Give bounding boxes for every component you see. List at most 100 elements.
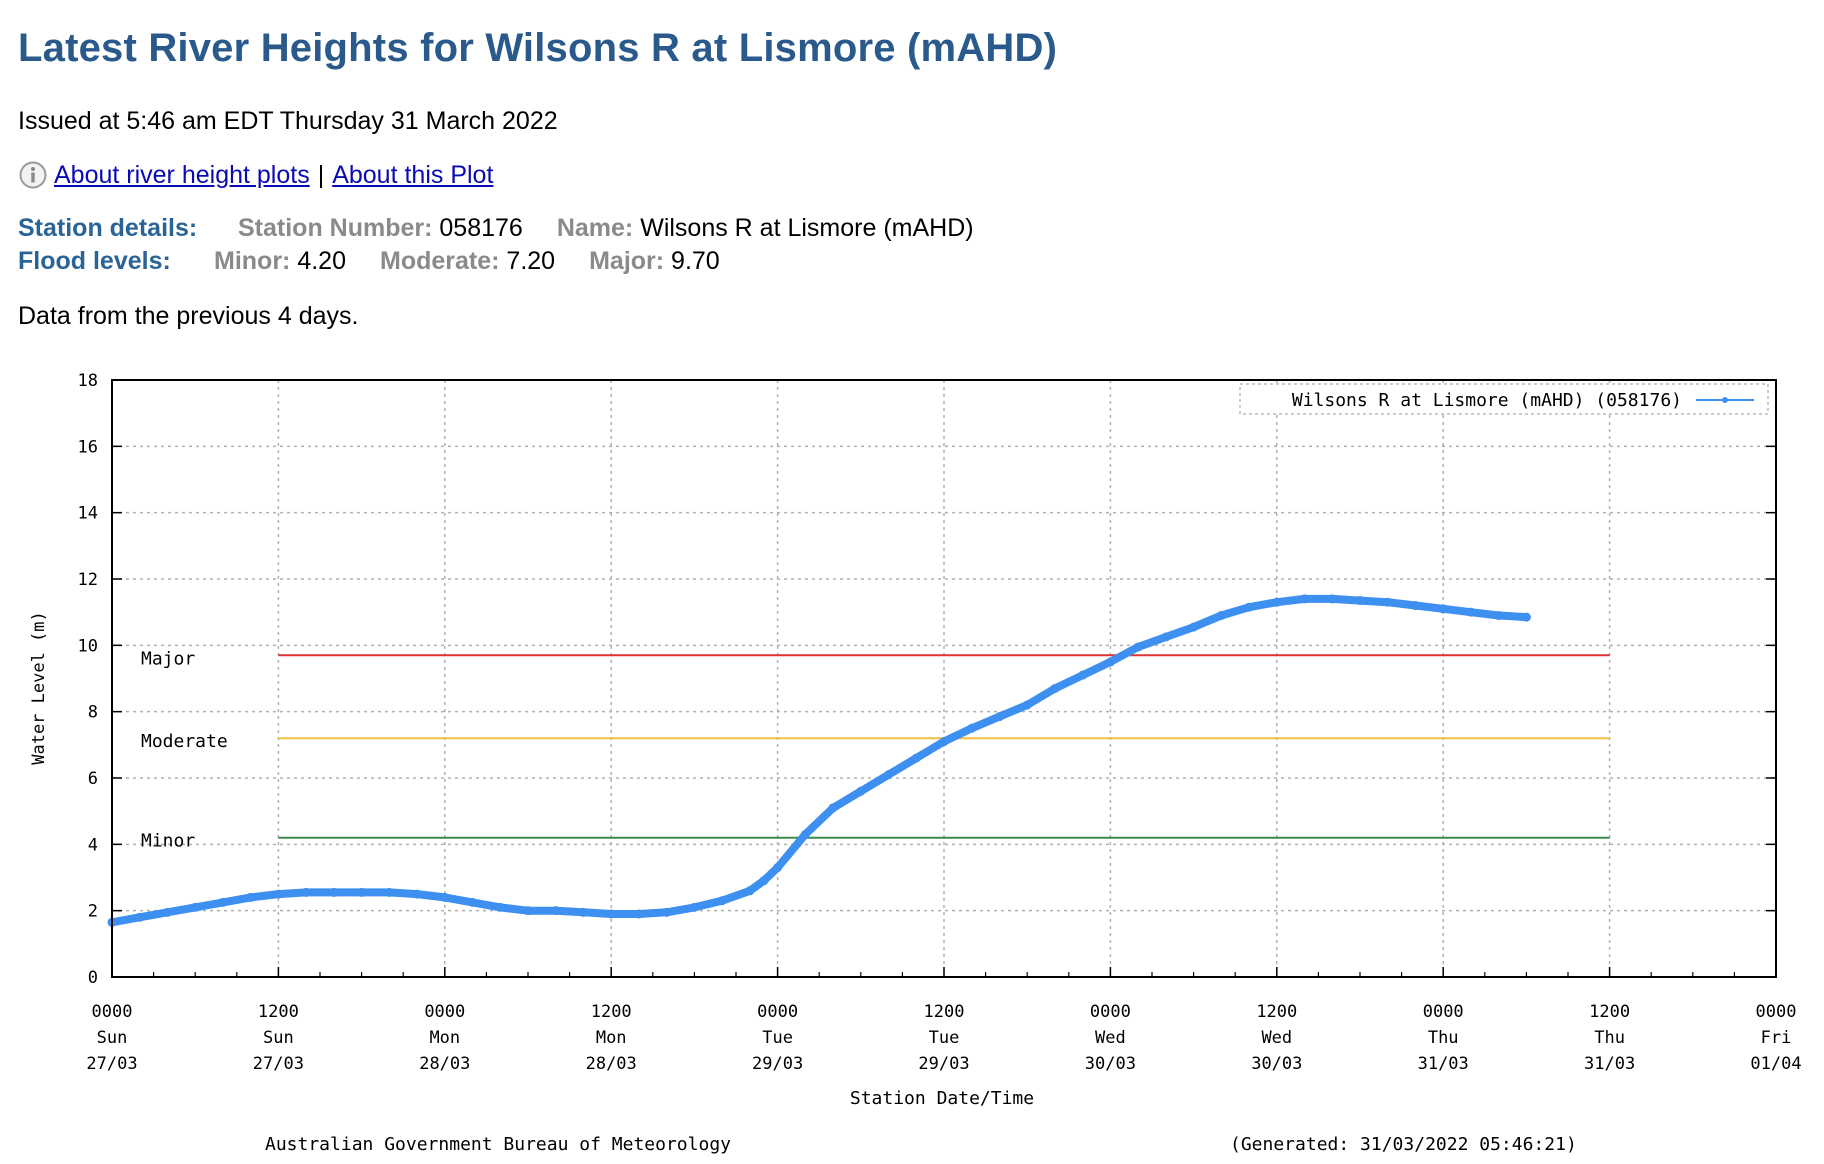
- x-tick-label: 0000: [1756, 1002, 1797, 1022]
- page-title: Latest River Heights for Wilsons R at Li…: [18, 26, 1058, 70]
- x-tick-label: Thu: [1428, 1028, 1459, 1048]
- data-point: [329, 887, 339, 897]
- station-name: Wilsons R at Lismore (mAHD): [640, 214, 974, 242]
- data-point: [1327, 594, 1337, 604]
- data-point: [1161, 632, 1171, 642]
- x-tick-label: 0000: [92, 1002, 133, 1022]
- flood-levels: Flood levels: Minor: 4.20 Moderate: 7.20 Ma…: [18, 247, 720, 276]
- y-tick-label: 16: [78, 437, 98, 457]
- x-axis-title: Station Date/Time: [850, 1088, 1034, 1109]
- data-point: [1105, 657, 1115, 667]
- x-tick-label: 31/03: [1418, 1054, 1469, 1074]
- x-tick-label: 30/03: [1085, 1054, 1136, 1074]
- minor-label: Minor:: [214, 247, 291, 275]
- data-point: [440, 892, 450, 902]
- x-tick-label: Fri: [1761, 1028, 1792, 1048]
- x-tick-label: 0000: [757, 1002, 798, 1022]
- x-tick-label: Mon: [596, 1028, 627, 1048]
- info-icon: [19, 161, 47, 189]
- data-point: [1355, 596, 1365, 606]
- data-point: [578, 907, 588, 917]
- x-tick-label: Wed: [1095, 1028, 1126, 1048]
- y-tick-label: 14: [78, 504, 98, 524]
- about-this-plot-link[interactable]: About this Plot: [332, 160, 494, 189]
- y-axis-title: Water Level (m): [29, 611, 49, 765]
- river-height-chart: 0 2 4 6 8 10 12 14 16 18 0000 Sun 27/03 1200 Sun 27/03 0…: [29, 371, 1802, 1155]
- data-point: [994, 712, 1004, 722]
- series-line: [108, 594, 1531, 927]
- about-river-height-plots-link[interactable]: About river height plots: [54, 160, 310, 189]
- x-tick-label: 27/03: [253, 1054, 304, 1074]
- data-point: [218, 897, 228, 907]
- x-tick-label: Thu: [1594, 1028, 1625, 1048]
- data-point: [828, 803, 838, 813]
- x-tick-label: 1200: [591, 1002, 632, 1022]
- data-point: [412, 889, 422, 899]
- data-point: [357, 887, 367, 897]
- data-point: [634, 909, 644, 919]
- data-point: [800, 829, 810, 839]
- flood-levels-heading: Flood levels:: [18, 247, 171, 275]
- data-point: [1078, 670, 1088, 680]
- threshold-label-moderate: Moderate: [141, 731, 228, 752]
- data-note: Data from the previous 4 days.: [18, 302, 359, 330]
- x-tick-label: 31/03: [1584, 1054, 1635, 1074]
- moderate-value: 7.20: [506, 247, 556, 275]
- x-tick-label: Sun: [97, 1028, 128, 1048]
- y-tick-label: 12: [78, 570, 98, 590]
- data-point: [384, 887, 394, 897]
- x-tick-label: 28/03: [419, 1054, 470, 1074]
- major-value: 9.70: [671, 247, 720, 275]
- data-point: [662, 907, 672, 917]
- data-point: [967, 723, 977, 733]
- y-tick-label: 18: [78, 371, 98, 391]
- x-tick-label: 27/03: [86, 1054, 137, 1074]
- data-point: [1189, 622, 1199, 632]
- data-point: [689, 902, 699, 912]
- data-point: [1300, 594, 1310, 604]
- x-tick-label: 29/03: [752, 1054, 803, 1074]
- x-tick-label: Tue: [762, 1028, 793, 1048]
- data-point: [551, 906, 561, 916]
- data-point: [301, 887, 311, 897]
- y-tick-label: 0: [88, 968, 98, 988]
- station-details-heading: Station details:: [18, 214, 198, 242]
- data-point: [745, 886, 755, 896]
- data-point: [1244, 602, 1254, 612]
- data-point: [1410, 601, 1420, 611]
- station-details: Station details: Station Number: 058176 Na…: [18, 214, 974, 243]
- data-point: [606, 909, 616, 919]
- data-point: [273, 889, 283, 899]
- issued-time: Issued at 5:46 am EDT Thursday 31 March …: [18, 107, 558, 135]
- x-tick-label: 1200: [1256, 1002, 1297, 1022]
- station-number-label: Station Number:: [238, 214, 433, 242]
- x-tick-label: 28/03: [586, 1054, 637, 1074]
- data-point: [884, 770, 894, 780]
- data-point: [1133, 642, 1143, 652]
- data-point: [190, 902, 200, 912]
- data-point: [495, 902, 505, 912]
- data-point: [1383, 597, 1393, 607]
- data-point: [759, 876, 769, 886]
- link-separator: |: [317, 160, 325, 189]
- major-label: Major:: [589, 247, 665, 275]
- legend-box: [1239, 383, 1769, 415]
- y-tick-label: 4: [88, 835, 98, 855]
- x-tick-label: 0000: [424, 1002, 465, 1022]
- plot-border: [111, 379, 1777, 978]
- data-point: [1438, 604, 1448, 614]
- data-point: [939, 737, 949, 747]
- x-tick-label: 0000: [1423, 1002, 1464, 1022]
- data-point: [1022, 700, 1032, 710]
- x-tick-label: 29/03: [918, 1054, 969, 1074]
- data-point: [717, 896, 727, 906]
- station-number: 058176: [439, 214, 523, 242]
- data-point: [1216, 610, 1226, 620]
- x-tick-label: Sun: [263, 1028, 294, 1048]
- data-point: [246, 892, 256, 902]
- footer-agency: Australian Government Bureau of Meteorol…: [265, 1134, 731, 1155]
- x-tick-label: Mon: [429, 1028, 460, 1048]
- x-tick-label: Wed: [1261, 1028, 1292, 1048]
- data-point: [1494, 610, 1504, 620]
- data-point: [1521, 612, 1531, 622]
